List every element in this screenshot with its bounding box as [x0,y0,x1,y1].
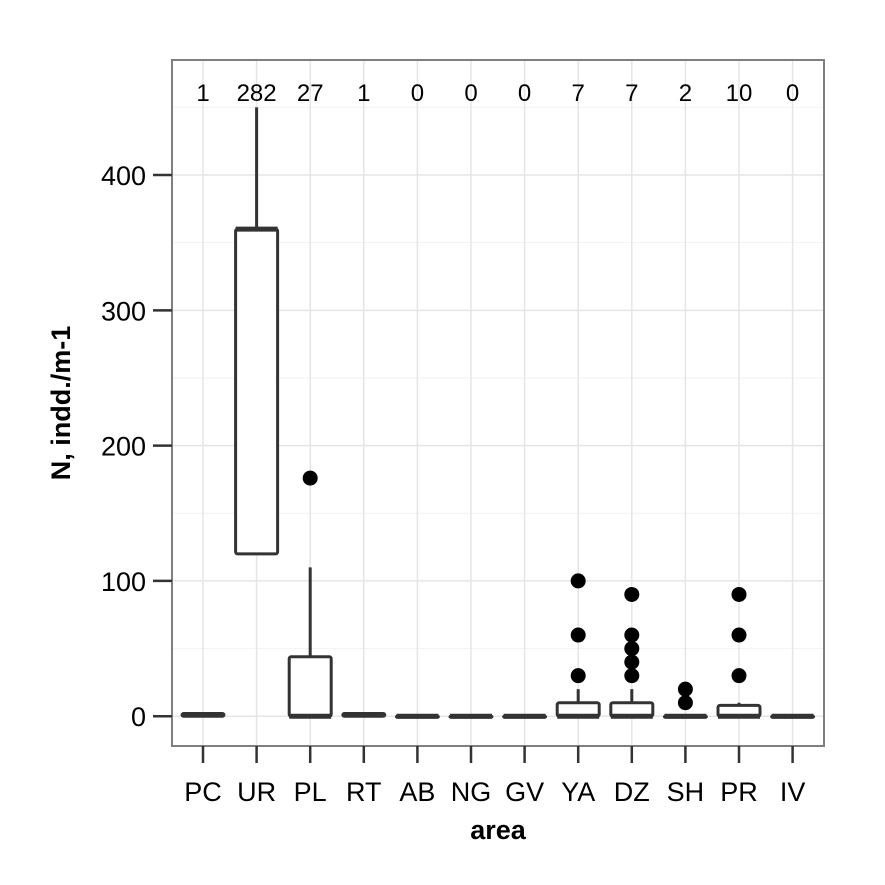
box-gv [502,713,548,719]
count-label: 0 [411,80,424,107]
outlier-point [624,627,640,643]
outlier-point [677,681,693,697]
box-pc [180,712,226,718]
outlier-point [624,586,640,602]
count-label: 10 [726,80,753,107]
y-tick-label: 200 [101,432,146,462]
count-label: 282 [237,80,277,107]
x-tick-label: SH [667,777,705,807]
y-tick-label: 400 [101,161,146,191]
outlier-point [731,586,747,602]
count-label: 27 [297,80,324,107]
outlier-point [624,641,640,657]
x-tick-label: GV [505,777,544,807]
y-tick-label: 300 [101,296,146,326]
x-tick-label: AB [399,777,435,807]
count-label: 7 [625,80,638,107]
box-rt [341,712,387,718]
outlier-point [731,668,747,684]
box-dz [609,586,655,719]
outlier-point [731,627,747,643]
x-tick-label: YA [561,777,595,807]
box-pr [716,586,762,719]
outlier-point [677,695,693,711]
box-ab [394,713,440,719]
count-label: 1 [357,80,370,107]
plot-panel-border [171,59,825,747]
x-tick-label: PC [184,777,222,807]
count-label: 0 [786,80,799,107]
outlier-point [570,627,586,643]
y-axis-title: N, indd./m-1 [46,326,76,481]
x-tick-label: PL [294,777,327,807]
x-tick-label: DZ [614,777,650,807]
box-pl [287,470,333,719]
x-axis-title: area [470,815,527,845]
x-tick-label: IV [780,777,806,807]
box-elements [180,107,816,719]
box-iv [770,713,816,719]
box-ya [555,573,601,719]
y-tick-label: 100 [101,567,146,597]
box-ur [234,107,280,556]
count-label: 7 [572,80,585,107]
x-tick-label: RT [346,777,382,807]
x-tick-label: NG [451,777,492,807]
box-sh [662,681,708,719]
outlier-point [570,668,586,684]
box-ng [448,713,494,719]
outlier-point [624,668,640,684]
count-label: 1 [196,80,209,107]
outlier-point [624,654,640,670]
count-label: 0 [518,80,531,107]
outlier-point [570,573,586,589]
x-tick-label: PR [720,777,758,807]
x-tick-label: UR [237,777,276,807]
box-body [287,655,333,718]
box-body [234,227,280,556]
outlier-point [302,470,318,486]
count-label: 2 [679,80,692,107]
y-tick-label: 0 [131,702,146,732]
count-label: 0 [464,80,477,107]
